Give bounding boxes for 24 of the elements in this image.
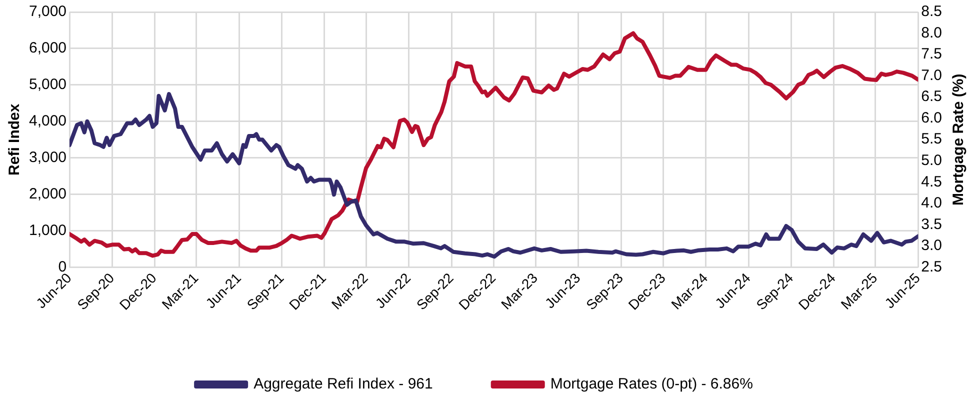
y2-tick-label: 5.5	[921, 130, 942, 148]
legend-label: Mortgage Rates (0-pt) - 6.86%	[550, 376, 753, 393]
y-tick-label: 5,000	[28, 76, 67, 94]
y2-tick-label: 8.5	[921, 3, 942, 20]
y2-tick-label: 6.5	[921, 88, 942, 106]
y2-tick-label: 5.0	[921, 152, 942, 170]
y2-tick-label: 8.0	[921, 24, 942, 42]
y-tick-label: 3,000	[28, 148, 67, 166]
legend-label: Aggregate Refi Index - 961	[254, 376, 433, 393]
y2-tick-label: 4.5	[921, 173, 942, 190]
y-tick-label: 4,000	[28, 112, 67, 130]
y2-tick-label: 6.0	[921, 109, 942, 126]
y2-tick-label: 3.0	[921, 237, 942, 254]
y2-tick-label: 7.0	[921, 66, 942, 84]
y2-axis-title: Mortgage Rate (%)	[950, 74, 968, 206]
y2-tick-label: 3.5	[921, 216, 942, 233]
y-axis-title: Refi Index	[6, 103, 24, 176]
y2-tick-label: 2.5	[921, 258, 942, 276]
y-tick-label: 2,000	[28, 185, 67, 202]
y-tick-label: 7,000	[28, 3, 67, 20]
y2-tick-label: 4.0	[921, 194, 942, 212]
y-tick-label: 1,000	[28, 222, 67, 239]
y-tick-label: 6,000	[28, 40, 67, 57]
y2-tick-label: 7.5	[921, 46, 942, 63]
